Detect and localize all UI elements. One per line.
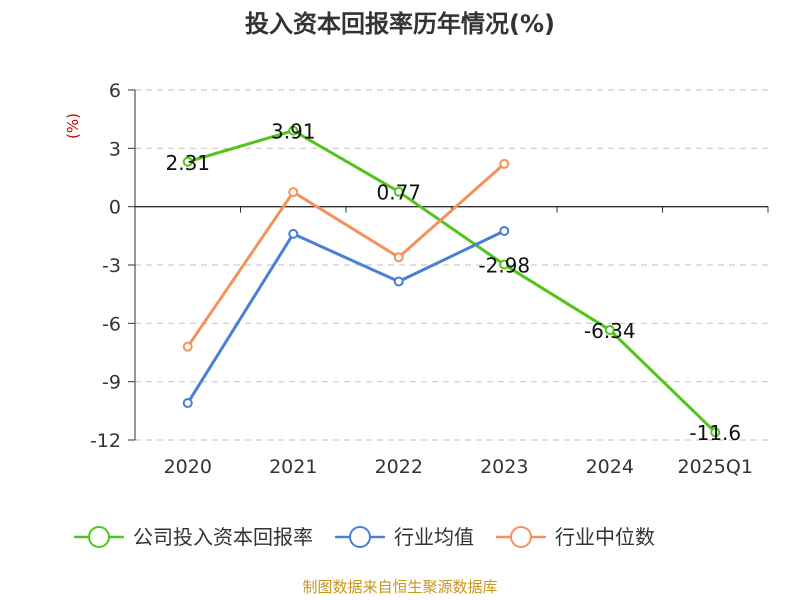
data-point[interactable] (182, 156, 193, 167)
data-point[interactable] (182, 398, 193, 409)
legend-swatch-marker (349, 526, 371, 548)
series-line (187, 129, 717, 434)
data-labels: 2.31 3.91 0.77 -2.98 -6.34 -11.6 (165, 120, 741, 446)
data-point[interactable] (393, 186, 404, 197)
data-point[interactable] (499, 259, 510, 270)
legend-swatch-marker (88, 526, 110, 548)
chart-title: 投入资本回报率历年情况(%) (245, 10, 555, 38)
series-line (186, 229, 505, 404)
legend-swatch-marker (510, 526, 532, 548)
data-point[interactable] (499, 158, 510, 169)
x-tick-label: 2025Q1 (678, 456, 753, 478)
x-tick-label: 2024 (586, 456, 634, 478)
legend-item-label[interactable]: 行业均值 (394, 525, 474, 549)
gridlines (135, 89, 768, 441)
data-label: 3.91 (271, 120, 316, 144)
x-tick-label: 2022 (375, 456, 423, 478)
y-axis-unit: (%) (64, 113, 82, 139)
legend-item-label[interactable]: 公司投入资本回报率 (133, 525, 313, 549)
data-label: 0.77 (376, 181, 421, 205)
x-tick-label: 2023 (480, 456, 528, 478)
source-note: 制图数据来自恒生聚源数据库 (302, 578, 497, 596)
y-tick-label: 3 (109, 138, 121, 160)
data-point[interactable] (288, 228, 299, 239)
y-tick-label: 6 (109, 80, 121, 102)
data-label: -6.34 (584, 319, 636, 343)
y-tick-label: 0 (109, 197, 121, 219)
series-line (186, 162, 506, 348)
data-label: -11.6 (689, 421, 741, 445)
x-tick-label: 2021 (269, 456, 317, 478)
data-label: 2.31 (165, 151, 210, 175)
data-point[interactable] (499, 225, 510, 236)
data-point[interactable] (604, 324, 615, 335)
data-label: -2.98 (478, 254, 530, 278)
data-point[interactable] (288, 125, 299, 136)
x-tick-label: 2020 (164, 456, 212, 478)
y-tick-label: -3 (102, 255, 121, 277)
legend[interactable]: 公司投入资本回报率 行业均值 行业中位数 (74, 525, 655, 549)
y-tick-label: -6 (102, 313, 121, 335)
legend-item-label[interactable]: 行业中位数 (555, 525, 655, 549)
data-point[interactable] (710, 427, 721, 438)
series-layer (182, 125, 721, 438)
data-point[interactable] (288, 187, 299, 198)
y-tick-label: -12 (90, 430, 121, 452)
data-point[interactable] (393, 252, 404, 263)
y-tick-label: -9 (102, 372, 121, 394)
data-point[interactable] (182, 341, 193, 352)
data-point[interactable] (393, 276, 404, 287)
axes: 6 3 0 -3 -6 -9 -12 2020 2021 2022 2023 2024 2025Q1 (90, 80, 769, 478)
